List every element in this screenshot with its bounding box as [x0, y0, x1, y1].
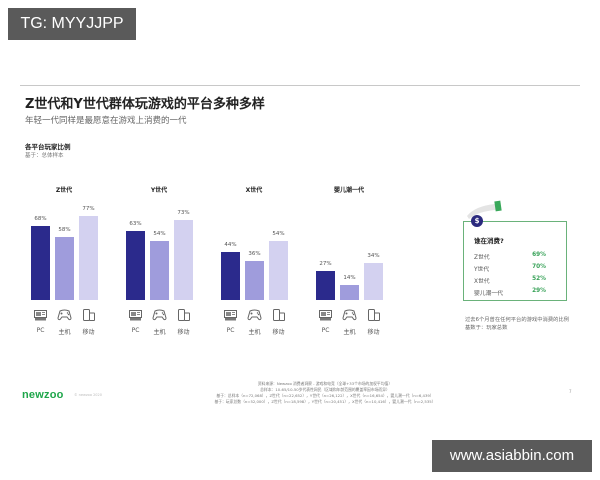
category-label: 主机: [153, 329, 166, 336]
bar-pc: [31, 226, 50, 300]
spending-row-value: 52%: [532, 276, 546, 282]
source-notes: 资料来源：Newzoo 消费者洞察 - 游戏和电竞（全球+33个市场的加权平均值…: [165, 381, 485, 405]
mobile-tablet-icon: [174, 308, 193, 322]
source-line: 基于：总样本（n=72,068），Z世代（n=22,652），Y世代（n=26,…: [216, 393, 434, 398]
pc-monitor-icon: [221, 308, 240, 322]
bar-pc: [316, 271, 335, 300]
bar-console: [340, 285, 359, 300]
bar-value-label: 34%: [367, 253, 380, 259]
bar-value-label: 68%: [34, 216, 47, 222]
page-title: Z世代和Y世代群体玩游戏的平台多种多样: [25, 97, 265, 112]
watermark-bottom: www.asiabbin.com: [432, 440, 592, 472]
page-subtitle: 年轻一代同样是最愿意在游戏上消费的一代: [25, 116, 187, 126]
chart-group: 婴儿潮一代 27% PC 14% 主机 34% 移动: [313, 185, 403, 345]
mobile-tablet-icon: [79, 308, 98, 322]
bar-console: [150, 241, 169, 300]
bar-value-label: 63%: [129, 221, 142, 227]
spending-note-line2: 基数于：玩家总数: [465, 325, 508, 331]
header-divider: [20, 85, 580, 86]
spending-row-value: 29%: [532, 288, 546, 294]
group-title: 婴儿潮一代: [333, 187, 364, 194]
logo-subtext: © newzoo 2020: [74, 393, 102, 397]
spending-card: 谁在消费? Z世代 69% Y世代 70% X世代 52% 婴儿潮一代 29%: [463, 221, 567, 301]
category-label: PC: [131, 327, 140, 334]
bar-value-label: 54%: [272, 231, 285, 237]
bar-value-label: 36%: [248, 251, 261, 257]
gamepad-icon: [150, 308, 169, 322]
pc-monitor-icon: [31, 308, 50, 322]
bar-mobile: [269, 241, 288, 300]
source-line: 基于：玩家总数（n=52,000），Z世代（n=18,598），Y世代（n=20…: [214, 399, 436, 404]
spending-row-label: Z世代: [474, 255, 490, 261]
source-line: 资料来源：Newzoo 消费者洞察 - 游戏和电竞（全球+33个市场的加权平均值…: [257, 381, 393, 386]
chart-group: X世代 44% PC 36% 主机 54% 移动: [218, 185, 308, 345]
newzoo-logo: newzoo: [22, 389, 64, 401]
spending-row: X世代 52%: [474, 276, 556, 286]
page-number: 7: [569, 389, 572, 394]
category-label: 主机: [248, 329, 261, 336]
chart-group: Y世代 63% PC 54% 主机 73% 移动: [123, 185, 213, 345]
bar-mobile: [79, 216, 98, 300]
pc-monitor-icon: [126, 308, 145, 322]
category-label: PC: [321, 327, 330, 334]
mobile-tablet-icon: [269, 308, 288, 322]
bar-value-label: 77%: [82, 206, 95, 212]
category-label: 移动: [82, 329, 95, 336]
spending-row: Z世代 69%: [474, 252, 556, 262]
source-line: 总样本：10-65/10-50岁代表性网民（区域和年龄范围的覆盖率因市场而异）: [260, 387, 390, 392]
watermark-top: TG: MYYJJPP: [8, 8, 136, 40]
spending-row-value: 70%: [532, 264, 546, 270]
spending-row: 婴儿潮一代 29%: [474, 288, 556, 298]
category-label: 主机: [343, 329, 356, 336]
bar-value-label: 73%: [177, 210, 190, 216]
bar-value-label: 27%: [319, 261, 332, 267]
chart-title: 各平台玩家比例: [25, 143, 71, 151]
spending-row: Y世代 70%: [474, 264, 556, 274]
bar-value-label: 44%: [224, 242, 237, 248]
bar-mobile: [364, 263, 383, 300]
spending-note-line1: 过去6个月曾在任何平台的游戏中消费的比例: [465, 317, 570, 323]
group-title: Z世代: [55, 187, 73, 194]
spending-card-note: 过去6个月曾在任何平台的游戏中消费的比例 基数于：玩家总数: [465, 316, 575, 332]
chart-group: Z世代 68% PC 58% 主机 77% 移动: [28, 185, 118, 345]
group-title: Y世代: [150, 187, 168, 194]
category-label: 移动: [367, 329, 380, 336]
bar-value-label: 14%: [343, 275, 356, 281]
gamepad-icon: [55, 308, 74, 322]
group-title: X世代: [245, 187, 263, 194]
category-label: 移动: [177, 329, 190, 336]
spending-card-title: 谁在消费?: [474, 237, 504, 245]
bar-value-label: 58%: [58, 227, 71, 233]
category-label: PC: [36, 327, 45, 334]
gamepad-icon: [340, 308, 359, 322]
bar-value-label: 54%: [153, 231, 166, 237]
bar-mobile: [174, 220, 193, 300]
mobile-tablet-icon: [364, 308, 383, 322]
category-label: PC: [226, 327, 235, 334]
category-label: 移动: [272, 329, 285, 336]
gamepad-icon: [245, 308, 264, 322]
spending-row-label: 婴儿潮一代: [474, 291, 503, 297]
pc-monitor-icon: [316, 308, 335, 322]
dollar-coin-icon: $: [471, 215, 483, 227]
bar-pc: [221, 252, 240, 300]
spending-row-value: 69%: [532, 252, 546, 258]
spending-row-label: Y世代: [474, 267, 490, 273]
bar-pc: [126, 231, 145, 300]
bar-console: [245, 261, 264, 300]
bar-console: [55, 237, 74, 300]
spending-row-label: X世代: [474, 279, 490, 285]
chart-base: 基于：总体样本: [25, 153, 64, 159]
category-label: 主机: [58, 329, 71, 336]
